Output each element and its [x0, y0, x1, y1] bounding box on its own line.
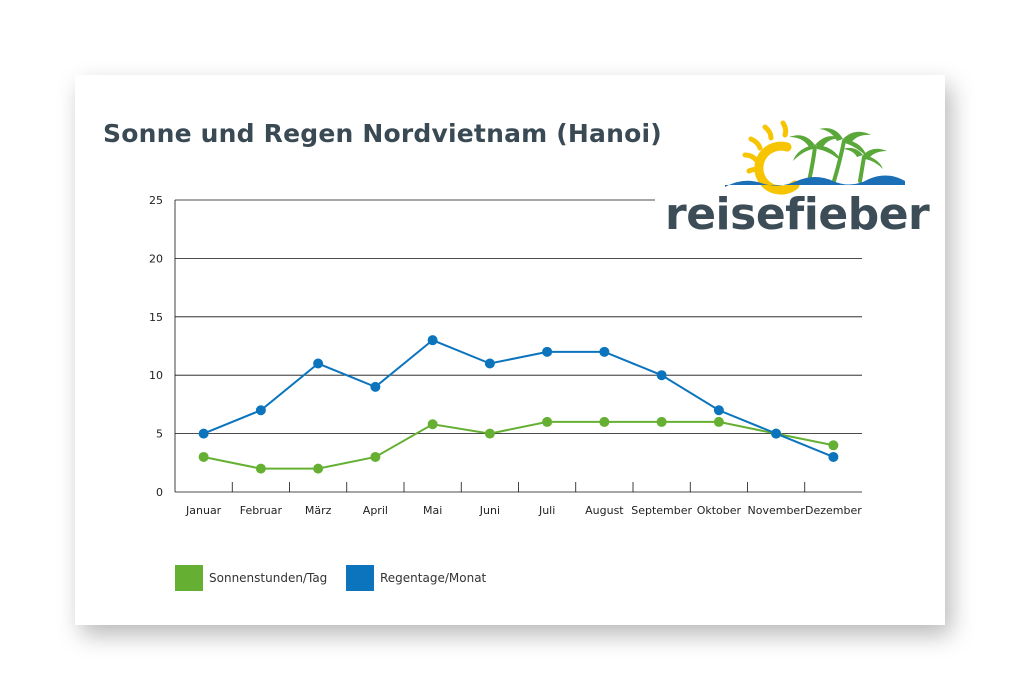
legend-item-sun: Sonnenstunden/Tag	[175, 565, 327, 591]
data-point	[427, 419, 438, 430]
data-point	[198, 428, 209, 439]
x-tick-label: Juli	[538, 504, 555, 517]
logo-sun-palm-icon	[725, 120, 905, 195]
data-point	[484, 358, 495, 369]
data-point	[771, 428, 782, 439]
data-point	[484, 428, 495, 439]
x-tick-label: Februar	[240, 504, 283, 517]
data-point	[198, 451, 209, 462]
y-tick-label: 25	[149, 194, 163, 207]
legend-swatch-sun	[175, 565, 203, 591]
legend-label-rain: Regentage/Monat	[380, 571, 487, 585]
legend-swatch-rain	[346, 565, 374, 591]
logo-text: reisefieber	[665, 189, 930, 240]
data-point	[656, 416, 667, 427]
chart-card: Sonne und Regen Nordvietnam (Hanoi)	[75, 75, 945, 625]
x-tick-label: September	[631, 504, 692, 517]
series-line	[203, 420, 834, 470]
y-tick-label: 5	[156, 428, 163, 441]
data-point	[313, 463, 324, 474]
data-point	[370, 381, 381, 392]
x-tick-label: Dezember	[805, 504, 862, 517]
legend-item-rain: Regentage/Monat	[346, 565, 486, 591]
x-tick-label: Oktober	[697, 504, 742, 517]
data-point	[427, 335, 438, 346]
series-line	[203, 339, 834, 458]
data-point	[313, 358, 324, 369]
data-point	[599, 416, 610, 427]
y-tick-label: 10	[149, 369, 163, 382]
x-tick-label: März	[305, 504, 332, 517]
data-point	[713, 405, 724, 416]
data-point	[656, 370, 667, 381]
x-tick-label: Januar	[185, 504, 222, 517]
data-point	[255, 405, 266, 416]
reisefieber-logo: reisefieber	[665, 115, 930, 245]
y-tick-label: 20	[149, 252, 163, 265]
data-point	[713, 416, 724, 427]
data-point	[542, 346, 553, 357]
x-tick-label: Mai	[423, 504, 442, 517]
x-tick-label: August	[585, 504, 624, 517]
data-point	[599, 346, 610, 357]
x-tick-label: Juni	[479, 504, 500, 517]
legend-label-sun: Sonnenstunden/Tag	[209, 571, 328, 585]
data-point	[828, 440, 839, 451]
data-point	[255, 463, 266, 474]
y-tick-label: 0	[156, 486, 163, 499]
line-chart: 0 5 10 15 20 25 Januar Februar März April Mai Juni J…	[149, 194, 862, 517]
data-point	[370, 451, 381, 462]
chart-title: Sonne und Regen Nordvietnam (Hanoi)	[103, 119, 662, 148]
data-point	[542, 416, 553, 427]
data-point	[828, 451, 839, 462]
x-tick-label: April	[363, 504, 388, 517]
y-tick-label: 15	[149, 311, 163, 324]
x-tick-label: November	[748, 504, 806, 517]
